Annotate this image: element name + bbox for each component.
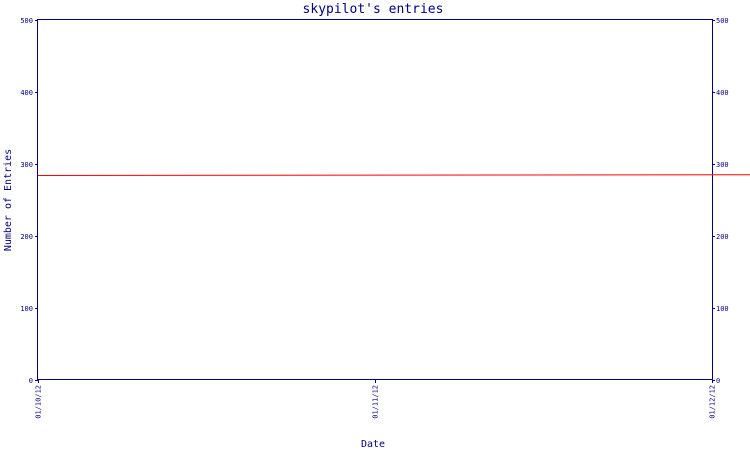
y-tick-label-right: 300 [716, 161, 729, 169]
x-axis-label: Date [361, 439, 385, 450]
y-tick-label: 200 [20, 233, 33, 241]
x-tick-label: 01/11/12 [372, 385, 380, 419]
y-tick-label: 400 [20, 89, 33, 97]
chart-title: skypilot's entries [303, 2, 444, 17]
series-layer [37, 174, 750, 176]
y-tick-label-right: 200 [716, 233, 729, 241]
x-tick-label: 01/10/12 [35, 385, 43, 419]
y-tick-label: 0 [29, 377, 33, 385]
plot-frame [37, 19, 713, 380]
y-tick-label-right: 0 [716, 377, 720, 385]
x-tick-label: 01/12/12 [709, 385, 717, 419]
y-tick-label-right: 400 [716, 89, 729, 97]
x-axis: 01/10/12 01/11/12 01/12/12 [35, 380, 717, 419]
y-tick-label: 500 [20, 17, 33, 25]
y-axis-right: 0 100 200 300 400 500 [712, 17, 729, 385]
y-tick-label-right: 100 [716, 305, 729, 313]
y-axis-label: Number of Entries [3, 149, 14, 251]
y-tick-label-right: 500 [716, 17, 729, 25]
y-tick-label: 300 [20, 161, 33, 169]
y-axis-left: 0 100 200 300 400 500 [20, 17, 38, 385]
series-line [37, 174, 750, 176]
y-tick-label: 100 [20, 305, 33, 313]
